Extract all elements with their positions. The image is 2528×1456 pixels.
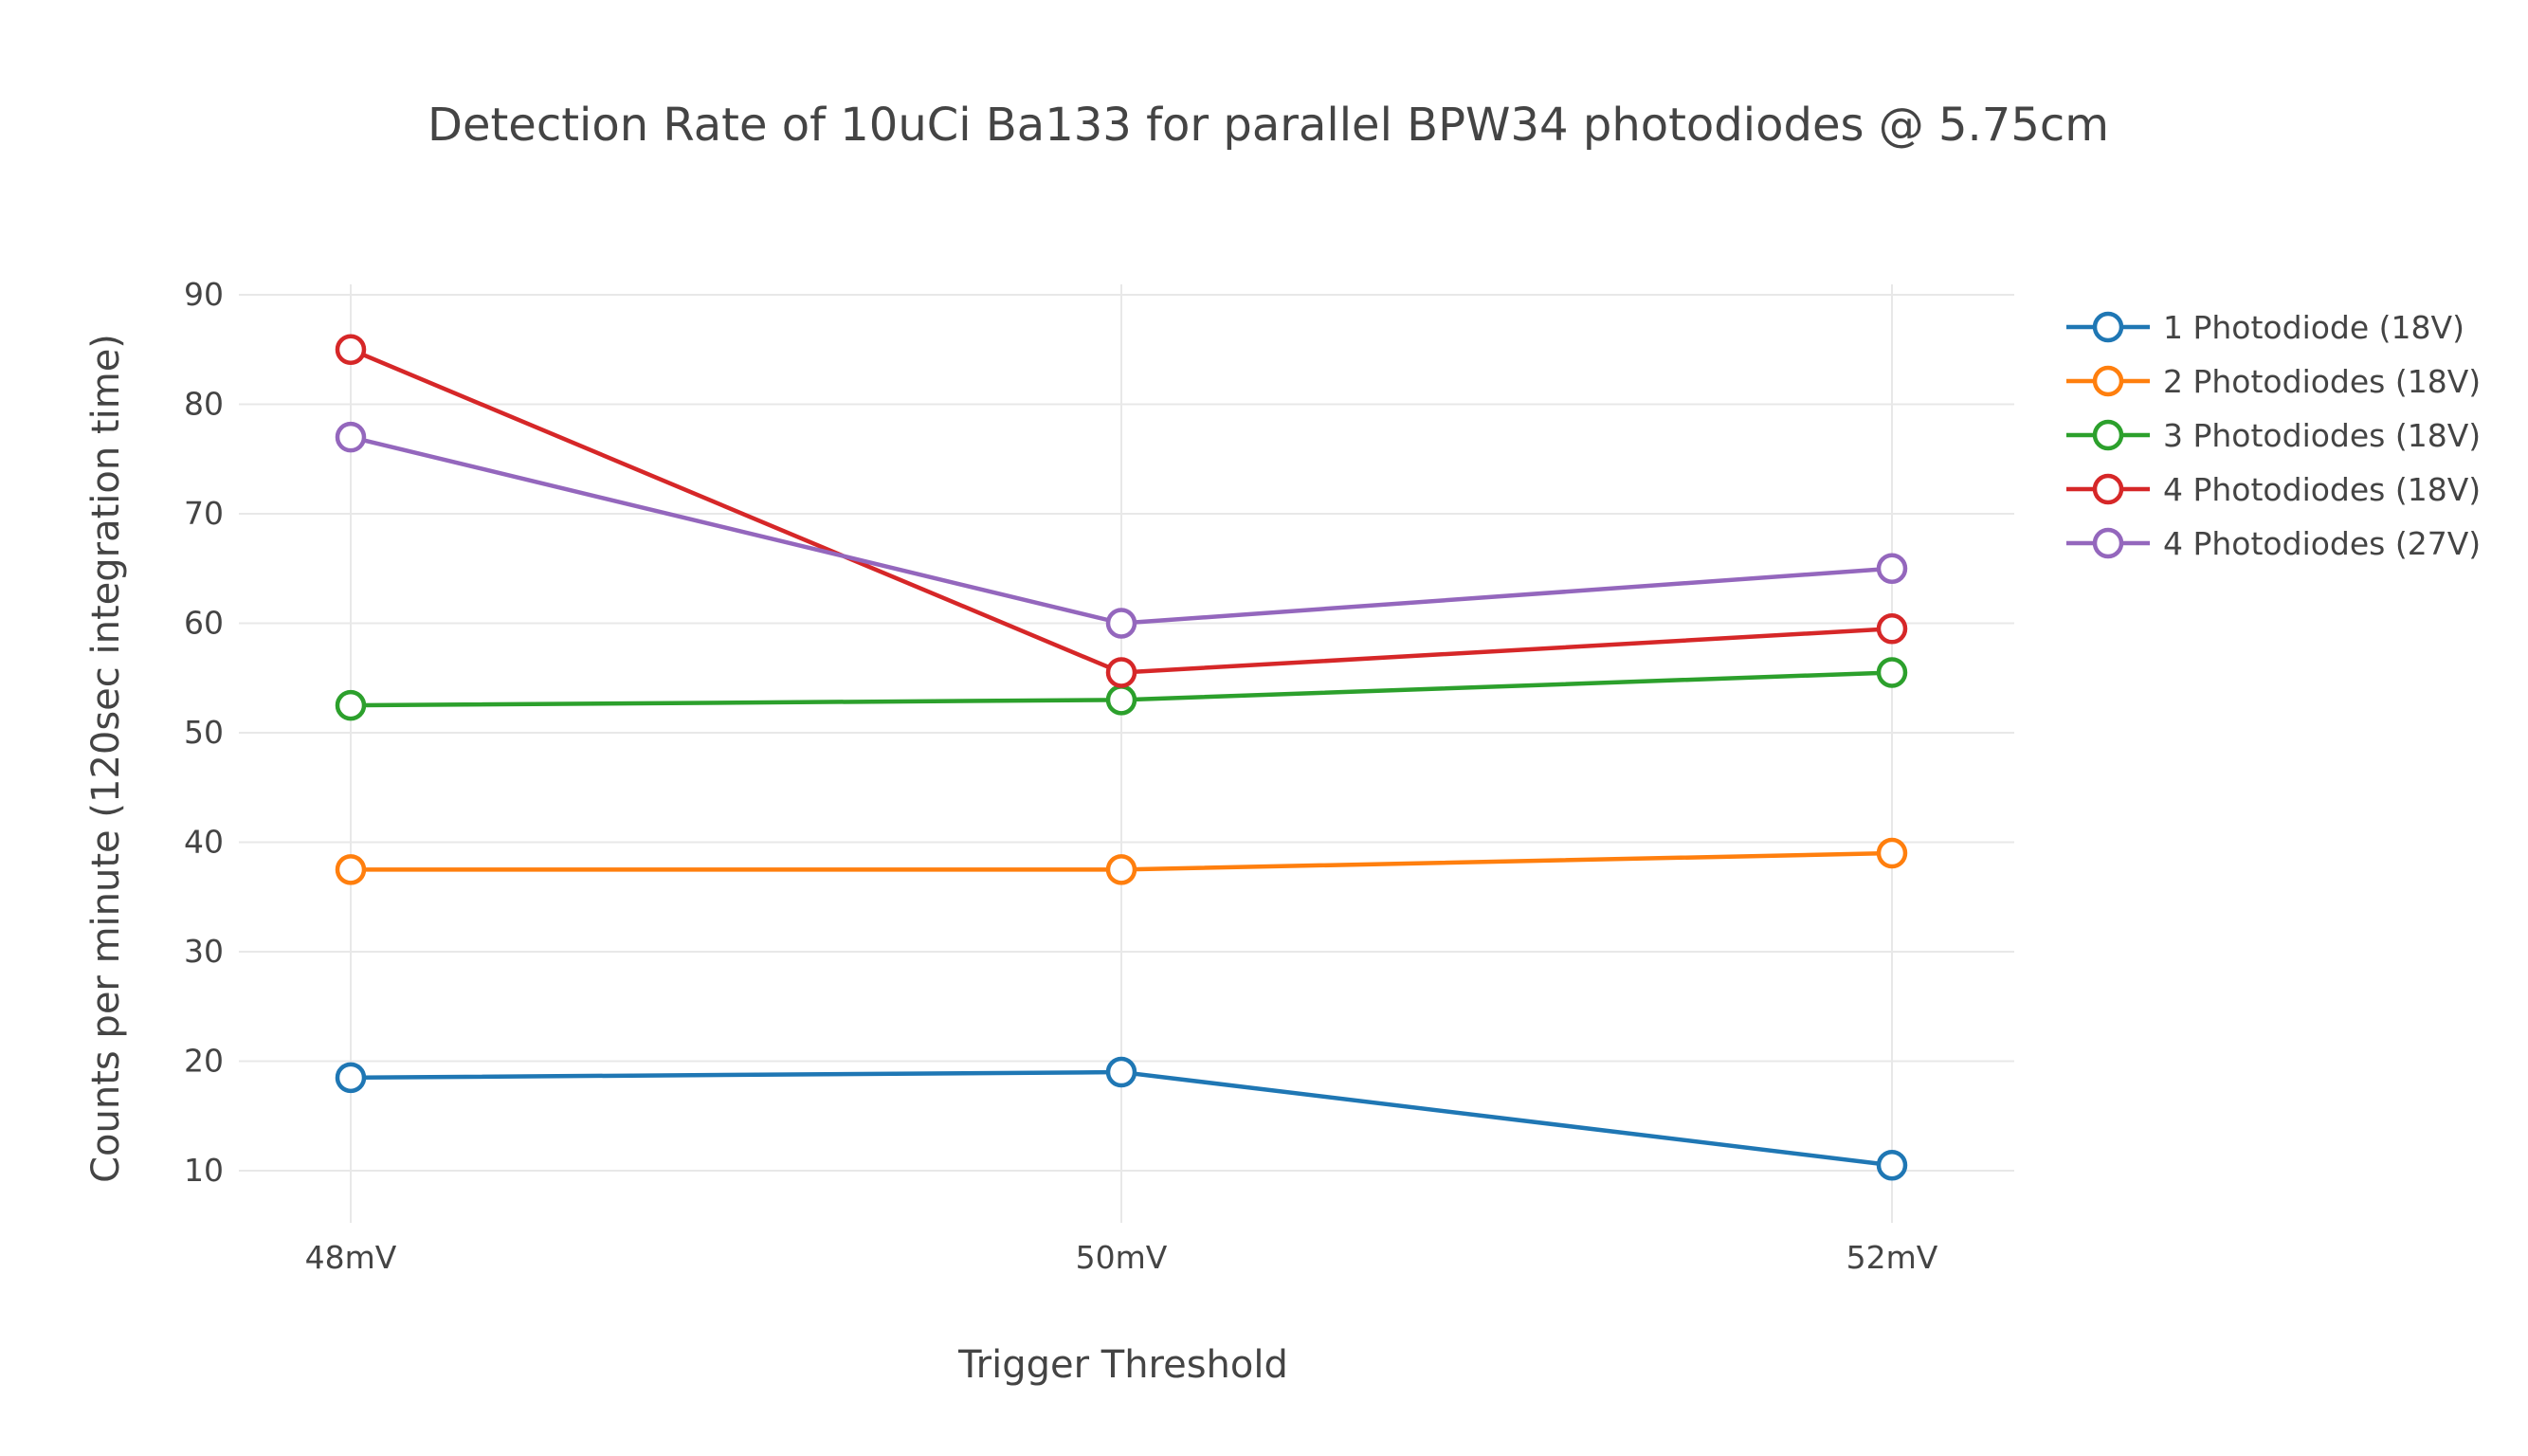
x-axis-title: Trigger Threshold	[957, 1343, 1288, 1387]
y-tick-label: 30	[184, 933, 224, 970]
data-point	[335, 334, 367, 365]
data-point	[1105, 657, 1137, 688]
chart-title: Detection Rate of 10uCi Ba133 for parall…	[427, 99, 2109, 152]
data-point	[1876, 553, 1908, 584]
series-group	[335, 334, 1908, 1181]
x-tick-label: 52mV	[1846, 1239, 1938, 1276]
y-tick-label: 70	[184, 495, 224, 532]
data-point	[1876, 837, 1908, 869]
legend-label: 4 Photodiodes (27V)	[2163, 525, 2481, 562]
data-point	[1876, 1149, 1908, 1181]
legend-item: 4 Photodiodes (27V)	[2066, 525, 2481, 562]
x-tick-label: 48mV	[305, 1239, 397, 1276]
legend-item: 1 Photodiode (18V)	[2066, 309, 2464, 346]
y-tick-label: 80	[184, 386, 224, 423]
legend: 1 Photodiode (18V) 2 Photodiodes (18V) 3 P…	[2066, 309, 2481, 562]
data-point	[335, 1062, 367, 1094]
y-tick-label: 40	[184, 824, 224, 861]
legend-label: 1 Photodiode (18V)	[2163, 309, 2464, 346]
legend-label: 4 Photodiodes (18V)	[2163, 471, 2481, 508]
data-point	[1105, 1056, 1137, 1088]
legend-marker	[2092, 473, 2124, 505]
y-tick-label: 10	[184, 1152, 224, 1189]
y-axis-ticks: 10 20 30 40 50 60 70 80 90	[184, 276, 224, 1189]
legend-marker	[2092, 365, 2124, 397]
y-tick-label: 20	[184, 1043, 224, 1080]
data-point	[1105, 608, 1137, 639]
legend-label: 3 Photodiodes (18V)	[2163, 417, 2481, 454]
y-tick-label: 50	[184, 714, 224, 751]
y-tick-label: 60	[184, 605, 224, 642]
legend-marker	[2092, 419, 2124, 451]
series-1	[335, 1056, 1908, 1181]
y-axis-title: Counts per minute (120sec integration ti…	[84, 334, 128, 1183]
data-point	[335, 854, 367, 885]
x-axis-ticks: 48mV 50mV 52mV	[305, 1239, 1938, 1276]
x-tick-label: 50mV	[1076, 1239, 1168, 1276]
data-point	[335, 421, 367, 453]
legend-marker	[2092, 527, 2124, 559]
y-tick-label: 90	[184, 276, 224, 313]
legend-item: 4 Photodiodes (18V)	[2066, 471, 2481, 508]
legend-item: 3 Photodiodes (18V)	[2066, 417, 2481, 454]
data-point	[1876, 613, 1908, 645]
series-3	[335, 657, 1908, 721]
legend-item: 2 Photodiodes (18V)	[2066, 363, 2481, 400]
series-4	[335, 334, 1908, 688]
data-point	[1105, 854, 1137, 885]
legend-marker	[2092, 311, 2124, 343]
data-point	[1105, 684, 1137, 716]
series-2	[335, 837, 1908, 885]
data-point	[335, 689, 367, 721]
series-5	[335, 421, 1908, 639]
data-point	[1876, 657, 1908, 688]
legend-label: 2 Photodiodes (18V)	[2163, 363, 2481, 400]
